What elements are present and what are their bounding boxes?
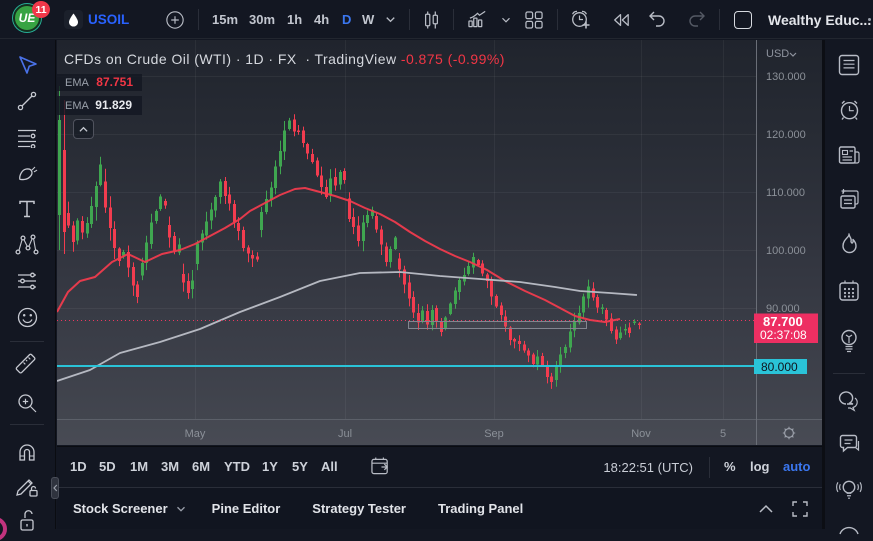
svg-text:120.000: 120.000 bbox=[766, 129, 806, 141]
svg-text:5: 5 bbox=[720, 428, 726, 440]
svg-text:Nov: Nov bbox=[631, 428, 651, 440]
svg-text:130.000: 130.000 bbox=[766, 71, 806, 83]
svg-text:110.000: 110.000 bbox=[766, 187, 805, 199]
svg-text:May: May bbox=[185, 428, 206, 440]
svg-text:100.000: 100.000 bbox=[766, 245, 806, 257]
svg-text:02:37:08: 02:37:08 bbox=[760, 328, 807, 342]
svg-text:Jul: Jul bbox=[338, 428, 352, 440]
svg-text:87.700: 87.700 bbox=[763, 314, 803, 329]
svg-text:Sep: Sep bbox=[484, 428, 504, 440]
svg-text:80.000: 80.000 bbox=[761, 360, 798, 374]
svg-text:90.000: 90.000 bbox=[766, 303, 800, 315]
svg-text:USD: USD bbox=[766, 48, 789, 60]
